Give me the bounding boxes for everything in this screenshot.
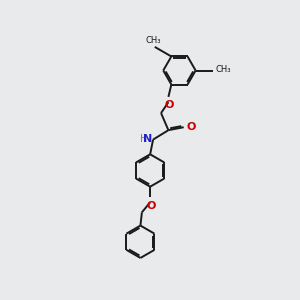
Text: O: O (165, 100, 174, 110)
Text: O: O (187, 122, 196, 132)
Text: CH₃: CH₃ (146, 36, 161, 45)
Text: H: H (140, 134, 148, 144)
Text: N: N (143, 134, 152, 144)
Text: CH₃: CH₃ (215, 65, 231, 74)
Text: O: O (146, 200, 156, 211)
